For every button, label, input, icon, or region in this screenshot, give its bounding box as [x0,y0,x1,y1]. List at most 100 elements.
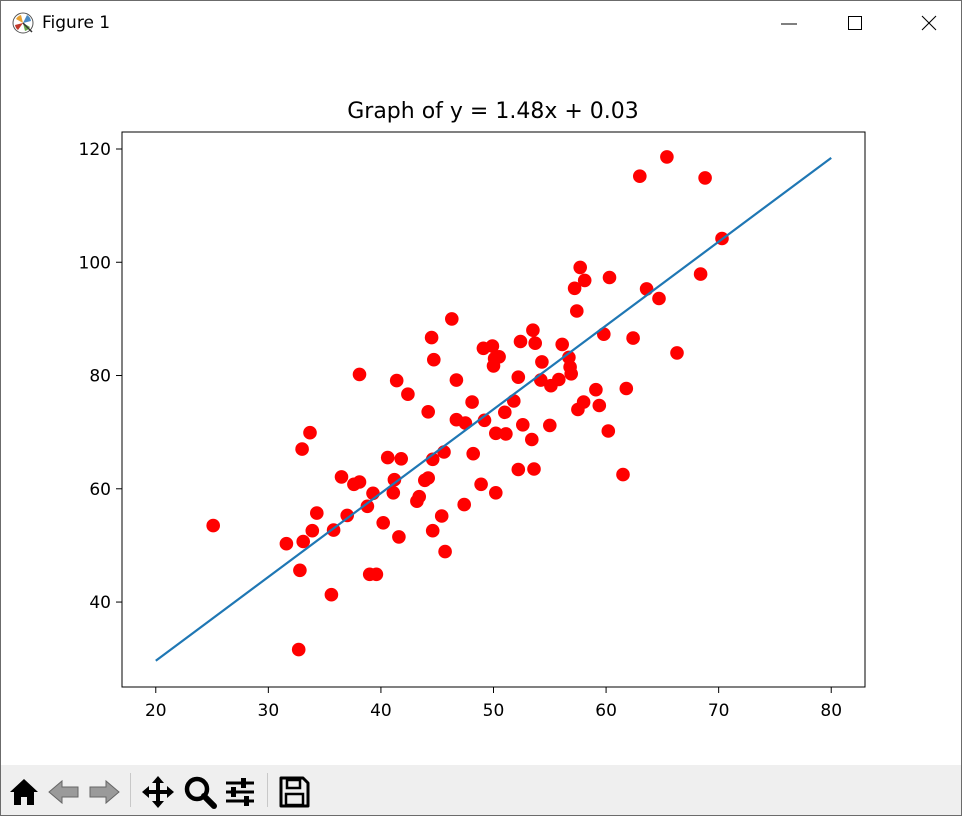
move-icon [142,776,174,808]
scatter-point [449,373,464,387]
scatter-chart: Graph of y = 1.48x + 0.03 20 30 40 50 60 70 80… [79,99,866,721]
scatter-point [394,452,409,466]
scatter-point [652,291,666,306]
pan-button[interactable] [139,773,177,811]
scatter-point [698,171,712,185]
scatter-point [577,273,592,288]
scatter-point [305,523,320,538]
minimize-icon [781,23,797,25]
scatter-point [401,387,415,402]
scatter-point [535,355,549,369]
zoom-icon [184,776,217,809]
scatter-point [465,395,479,409]
scatter-point [389,373,404,388]
scatter-point [527,462,541,476]
maximize-button[interactable] [823,1,887,45]
x-tick-label: 40 [370,701,392,721]
y-tick-label: 60 [89,480,111,500]
y-tick-label: 100 [79,253,111,273]
back-button[interactable] [45,773,83,811]
save-button[interactable] [275,773,313,811]
home-icon [10,779,38,805]
scatter-point [434,509,449,523]
scatter-point [352,367,367,382]
zoom-button[interactable] [181,773,219,811]
scatter-point [466,446,481,461]
scatter-point [445,312,459,326]
scatter-point [633,169,647,183]
scatter-point [295,442,309,456]
scatter-point [576,395,591,409]
scatter-point [525,432,539,447]
scatter-point [552,372,566,387]
chart-title: Graph of y = 1.48x + 0.03 [347,99,639,124]
scatter-point [334,470,349,484]
scatter-point [352,475,367,489]
scatter-point [619,381,634,396]
forward-arrow-icon [89,779,120,805]
forward-button[interactable] [85,773,123,811]
toolbar-separator [267,773,268,807]
save-icon [279,776,310,808]
scatter-point [296,534,311,549]
scatter-point [380,450,395,465]
maximize-icon [848,16,862,30]
scatter-point [528,336,542,351]
scatter-point [387,472,402,487]
scatter-point [507,394,521,408]
scatter-point [567,281,582,296]
scatter-point [421,405,436,419]
x-tick-label: 50 [483,701,505,721]
scatter-point [492,350,506,364]
home-button[interactable] [5,773,43,811]
scatter-point [485,339,500,353]
scatter-point [498,405,512,420]
scatter-point [412,489,427,504]
scatter-point [474,477,488,492]
scatter-point [392,530,406,544]
title-bar[interactable]: Figure 1 [1,1,961,45]
scatter-point [427,352,441,367]
sliders-icon [226,778,254,806]
scatter-point [376,516,391,530]
close-button[interactable] [897,1,961,45]
x-tick-label: 60 [595,701,617,721]
scatter-point [310,506,324,520]
window-title: Figure 1 [42,13,111,33]
matplotlib-icon [12,12,34,34]
y-tick-label: 120 [79,140,111,160]
scatter-point [340,508,355,523]
x-tick-label: 80 [820,701,842,721]
scatter-point [457,497,472,512]
configure-subplots-button[interactable] [221,773,259,811]
scatter-point [589,382,603,397]
scatter-point [303,425,317,440]
scatter-point [206,518,220,533]
close-icon [921,15,937,31]
scatter-point [293,563,307,578]
scatter-point [573,260,587,275]
scatter-point [616,467,630,482]
scatter-point [511,462,526,477]
toolbar-separator [130,773,131,807]
scatter-point [555,337,569,352]
scatter-point [511,370,526,385]
x-tick-label: 70 [708,701,730,721]
scatter-point [499,427,513,441]
scatter-point [526,323,540,338]
scatter-point [425,523,440,538]
scatter-point [660,150,674,164]
minimize-button[interactable] [757,1,821,45]
back-arrow-icon [48,779,79,805]
scatter-point [386,486,401,500]
scatter-point [421,471,436,485]
scatter-point [324,587,339,602]
scatter-point [626,331,640,345]
scatter-point [513,334,528,349]
regression-line [155,156,832,662]
x-tick-label: 30 [258,701,280,721]
scatter-point [438,544,452,559]
scatter-point [639,282,654,296]
scatter-point [489,486,503,500]
